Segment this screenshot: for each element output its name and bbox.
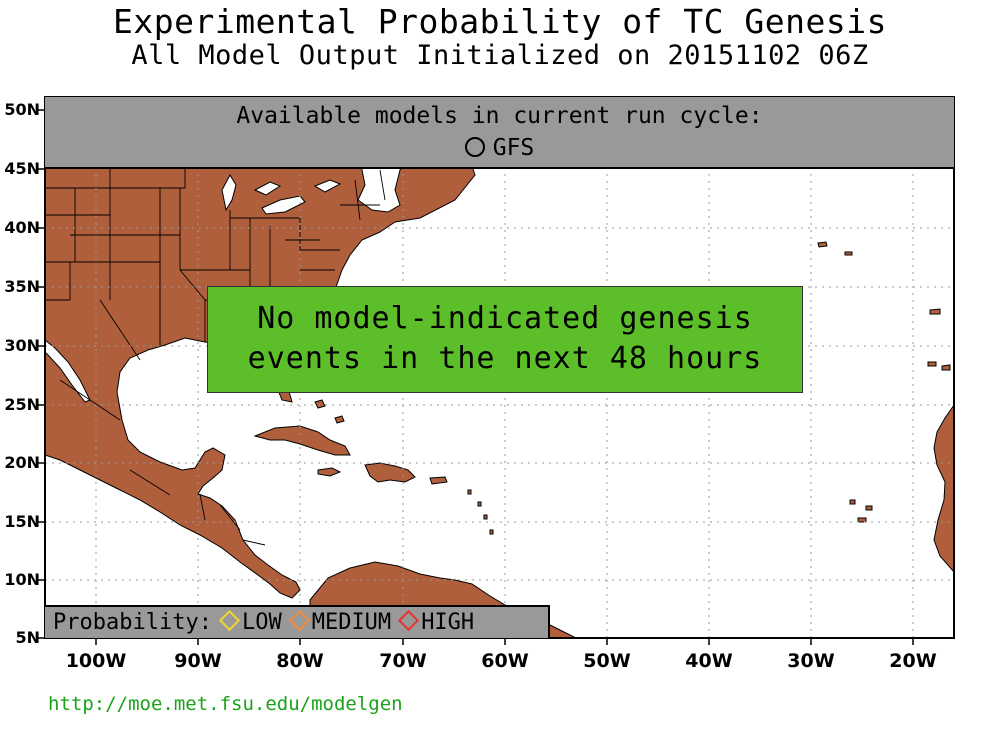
land-africa	[933, 404, 954, 573]
land-puerto-rico	[429, 476, 448, 485]
lat-label: 20N	[4, 453, 40, 472]
page-subtitle: All Model Output Initialized on 20151102…	[131, 40, 869, 71]
source-url: http://moe.met.fsu.edu/modelgen	[48, 693, 403, 715]
lat-label: 25N	[4, 395, 40, 414]
diamond-high-icon	[398, 609, 420, 632]
lon-label: 100W	[65, 650, 127, 672]
lat-label: 5N	[15, 628, 40, 647]
legend-medium: MEDIUM	[311, 610, 392, 635]
circle-icon	[464, 137, 485, 157]
lon-label: 80W	[276, 650, 324, 672]
lat-label: 10N	[4, 570, 40, 589]
lon-label: 20W	[889, 650, 937, 672]
lat-label: 50N	[4, 100, 40, 119]
land-jamaica	[317, 467, 342, 477]
legend-high: HIGH	[421, 610, 475, 635]
lon-label: 70W	[379, 650, 427, 672]
lon-label: 30W	[787, 650, 835, 672]
probability-legend: Probability: LOW MEDIUM HIGH	[45, 605, 550, 638]
message-line-2: events in the next 48 hours	[247, 341, 763, 376]
available-models-heading: Available models in current run cycle:	[236, 103, 763, 129]
legend-label: Probability:	[53, 610, 212, 635]
lon-label: 90W	[174, 650, 222, 672]
model-gfs-label: GFS	[492, 135, 535, 161]
lat-label: 15N	[4, 512, 40, 531]
lon-label: 60W	[481, 650, 529, 672]
available-models-panel: Available models in current run cycle: G…	[45, 97, 954, 169]
lon-label: 40W	[685, 650, 733, 672]
lat-label: 45N	[4, 159, 40, 178]
lon-label: 50W	[583, 650, 631, 672]
diamond-medium-icon	[288, 609, 310, 632]
land-north-america	[45, 159, 476, 599]
lat-label: 35N	[4, 277, 40, 296]
available-models-list: GFS	[45, 135, 954, 161]
lat-label: 30N	[4, 336, 40, 355]
message-line-1: No model-indicated genesis	[257, 301, 753, 336]
lat-label: 40N	[4, 218, 40, 237]
land-hispaniola	[364, 462, 416, 483]
page-title: Experimental Probability of TC Genesis	[113, 2, 887, 41]
legend-low: LOW	[241, 610, 282, 635]
no-genesis-message: No model-indicated genesis events in the…	[207, 286, 803, 393]
diamond-low-icon	[218, 609, 241, 632]
